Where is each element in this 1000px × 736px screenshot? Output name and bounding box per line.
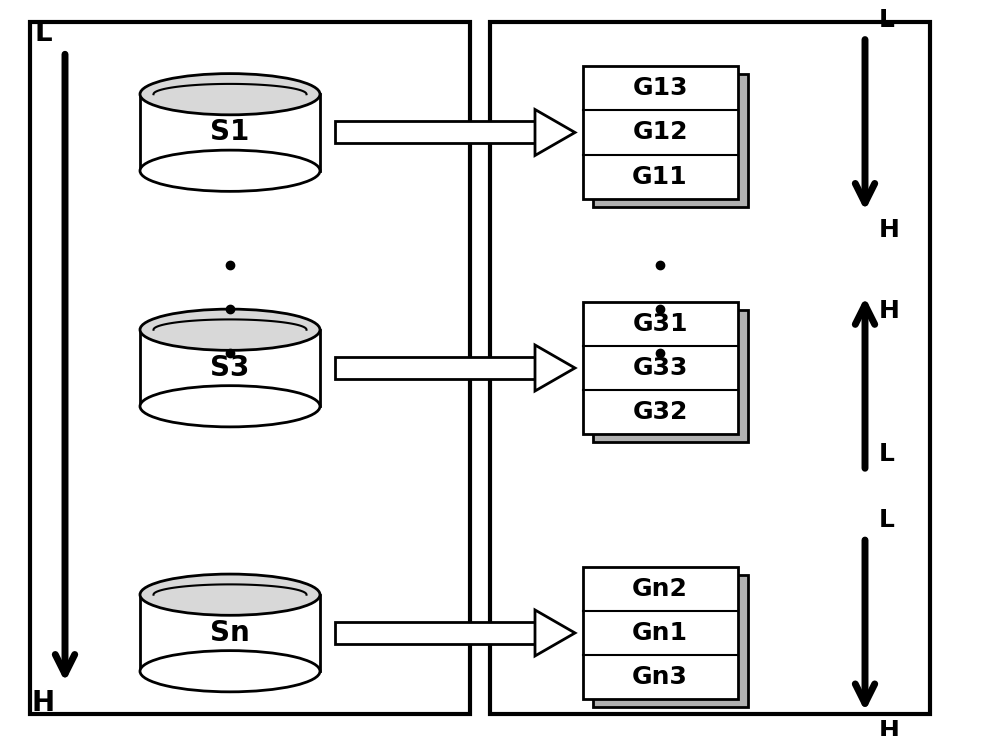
Bar [592, 310, 748, 442]
Bar [140, 330, 320, 406]
Bar [592, 575, 748, 707]
Text: G13: G13 [632, 77, 688, 100]
Text: G32: G32 [632, 400, 688, 424]
Text: H: H [879, 719, 900, 736]
Polygon shape [535, 345, 575, 391]
Ellipse shape [140, 309, 320, 350]
Text: L: L [879, 509, 895, 532]
Text: G11: G11 [632, 165, 688, 188]
Text: Gn1: Gn1 [632, 621, 688, 645]
Text: G31: G31 [632, 312, 688, 336]
Bar [140, 595, 320, 671]
Text: Gn2: Gn2 [632, 577, 688, 601]
Bar [30, 22, 470, 714]
Text: Gn3: Gn3 [632, 665, 688, 689]
Text: G33: G33 [632, 356, 688, 380]
Polygon shape [535, 110, 575, 155]
Bar [582, 567, 738, 699]
Text: H: H [879, 300, 900, 323]
Text: G12: G12 [632, 121, 688, 144]
Text: L: L [879, 8, 895, 32]
Ellipse shape [140, 574, 320, 615]
Bar [592, 74, 748, 207]
Text: S3: S3 [210, 354, 250, 382]
Bar [335, 622, 535, 644]
Ellipse shape [140, 386, 320, 427]
Ellipse shape [140, 150, 320, 191]
Bar [335, 357, 535, 379]
Bar [582, 302, 738, 434]
Ellipse shape [140, 651, 320, 692]
Bar [582, 66, 738, 199]
Text: L: L [34, 18, 52, 46]
Text: L: L [879, 442, 895, 466]
Text: S1: S1 [210, 118, 250, 146]
Bar [490, 22, 930, 714]
Bar [335, 121, 535, 144]
Text: H: H [31, 690, 55, 718]
Polygon shape [535, 610, 575, 656]
Text: H: H [879, 219, 900, 242]
Ellipse shape [140, 74, 320, 115]
Bar [140, 94, 320, 171]
Text: Sn: Sn [210, 619, 250, 647]
